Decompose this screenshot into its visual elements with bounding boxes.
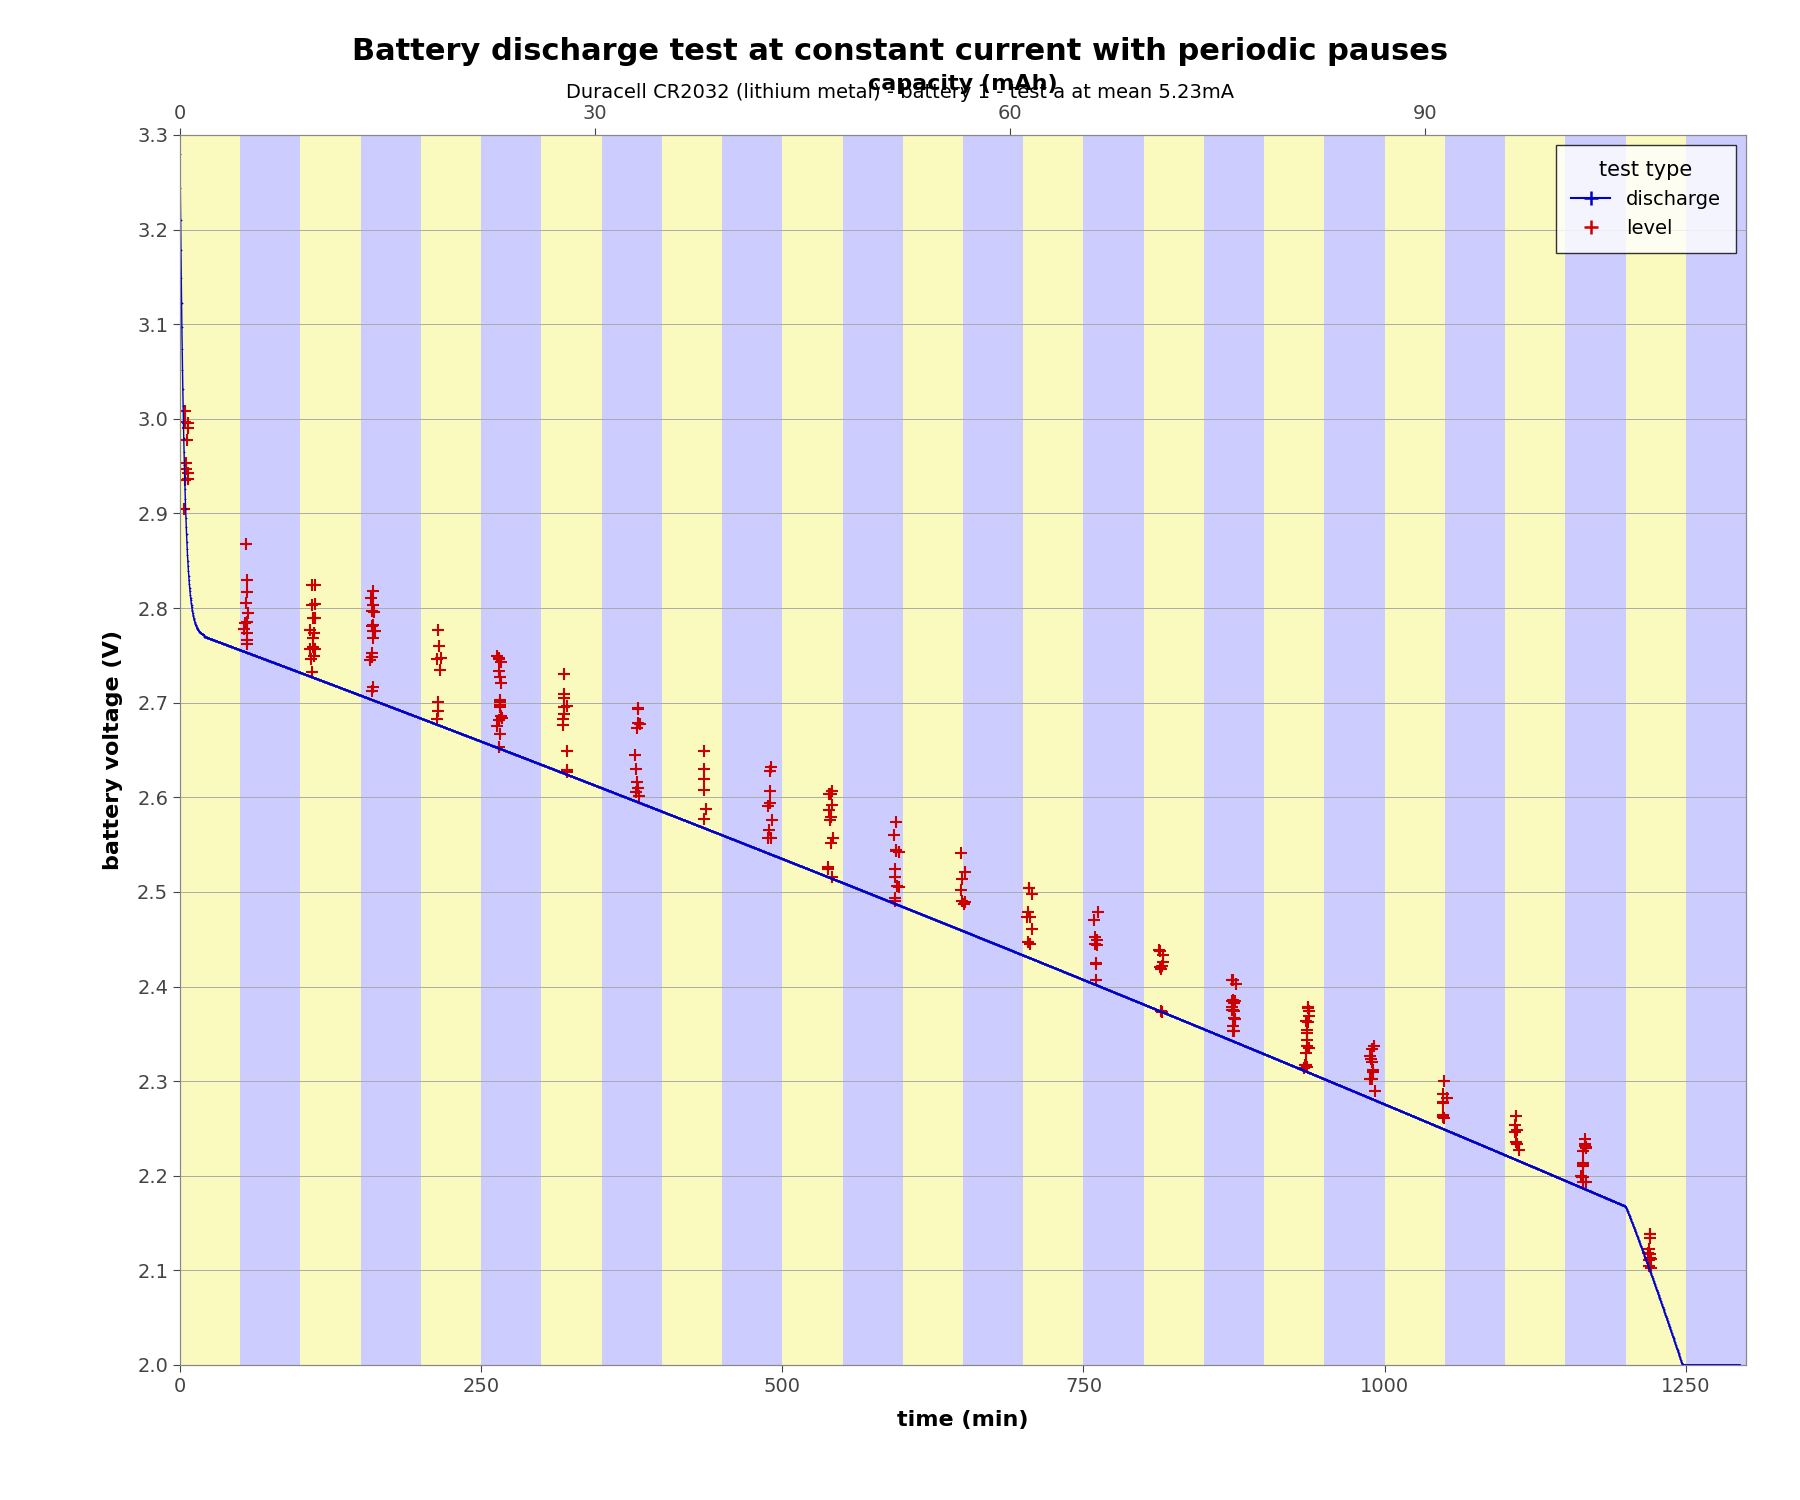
level: [176, 464, 198, 482]
Text: Duracell CR2032 (lithium metal) - battery 1 - test a at mean 5.23mA: Duracell CR2032 (lithium metal) - batter…: [565, 82, 1235, 102]
level: [884, 892, 905, 910]
level: [625, 747, 646, 765]
Text: Battery discharge test at constant current with periodic pauses: Battery discharge test at constant curre…: [353, 38, 1447, 66]
Bar: [1325, 135, 1384, 1365]
level: [1640, 1258, 1661, 1276]
level: [625, 760, 646, 778]
Line: level: level: [178, 405, 1656, 1274]
discharge: [1672, 1356, 1694, 1374]
Bar: [1687, 135, 1746, 1365]
level: [175, 402, 196, 420]
discharge: [452, 726, 473, 744]
Bar: [601, 135, 662, 1365]
Bar: [239, 135, 301, 1365]
Bar: [481, 135, 542, 1365]
discharge: [169, 146, 191, 164]
discharge: [1105, 984, 1127, 1002]
discharge: [1453, 1128, 1474, 1146]
Bar: [722, 135, 783, 1365]
Bar: [963, 135, 1022, 1365]
discharge: [1184, 1016, 1206, 1034]
level: [760, 782, 781, 800]
Bar: [1566, 135, 1625, 1365]
level: [1226, 975, 1247, 993]
discharge: [1730, 1356, 1751, 1374]
Bar: [360, 135, 421, 1365]
level: [490, 692, 511, 709]
level: [1636, 1244, 1658, 1262]
X-axis label: time (min): time (min): [896, 1410, 1030, 1430]
Y-axis label: battery voltage (V): battery voltage (V): [103, 630, 122, 870]
X-axis label: capacity (mAh): capacity (mAh): [868, 75, 1058, 94]
Bar: [842, 135, 904, 1365]
Bar: [1204, 135, 1264, 1365]
Bar: [1084, 135, 1143, 1365]
discharge: [1334, 1078, 1355, 1096]
Line: discharge: discharge: [178, 153, 1741, 1366]
Legend: discharge, level: discharge, level: [1555, 144, 1737, 254]
Bar: [1445, 135, 1505, 1365]
discharge: [765, 847, 787, 865]
